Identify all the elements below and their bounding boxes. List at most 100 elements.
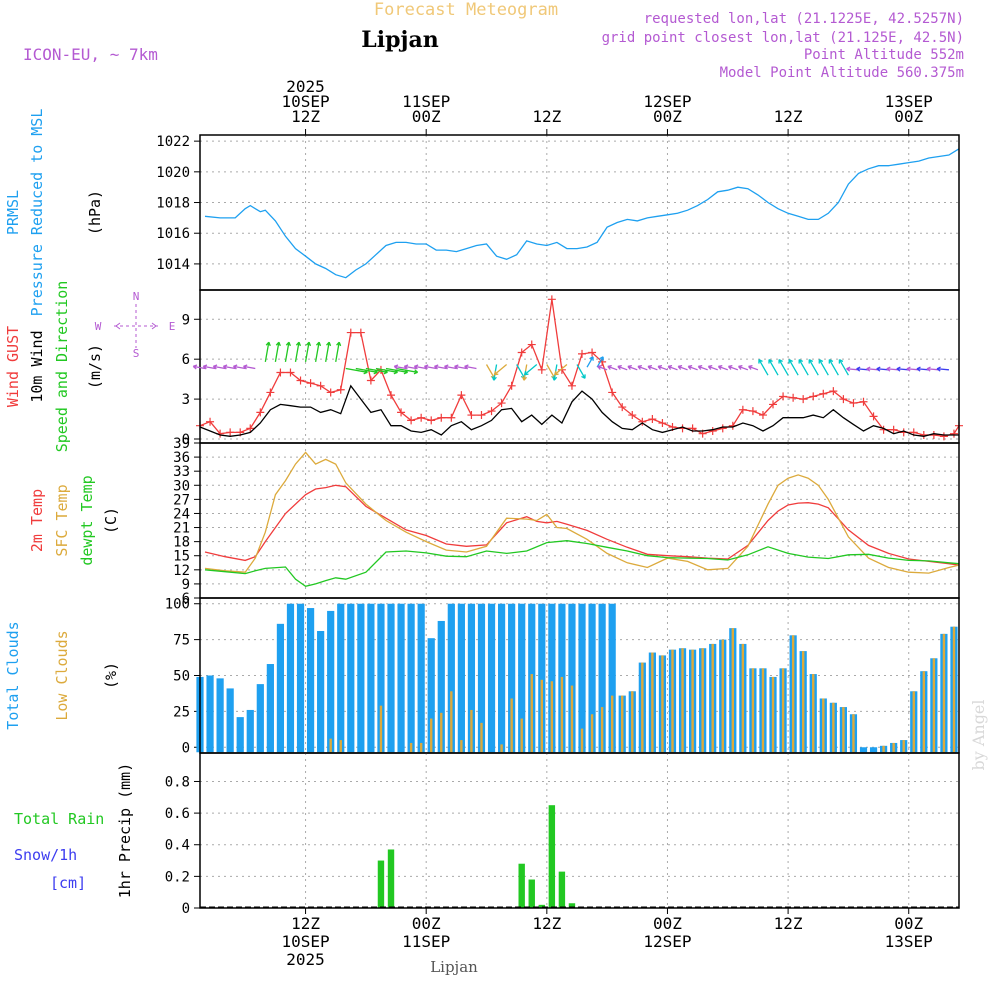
low-cloud-bar	[450, 691, 453, 753]
gust-marker	[507, 381, 516, 390]
wind-arrow-icon	[284, 341, 291, 362]
rain-bar	[377, 860, 385, 908]
unit-label: (C)	[102, 507, 120, 534]
low-cloud-bar	[430, 718, 433, 753]
location-name: Lipjan	[361, 27, 438, 53]
total-cloud-bar	[417, 603, 425, 753]
gust-marker	[819, 389, 828, 398]
total-cloud-bar	[327, 610, 335, 753]
wind-arrow-icon	[896, 366, 909, 372]
compass-east: E	[169, 320, 176, 333]
low-cloud-bar	[600, 707, 604, 753]
total-cloud-bar	[387, 603, 395, 753]
gust-marker	[758, 411, 767, 420]
bottom-axis-label: 12Z	[532, 914, 561, 933]
gust-marker	[547, 295, 556, 304]
wind-arrow-icon	[838, 358, 849, 376]
y-tick-label: 6	[182, 352, 190, 368]
gust-marker	[387, 391, 396, 400]
gust-marker	[648, 415, 657, 424]
total-cloud-bar	[497, 603, 506, 753]
low-cloud-bar	[339, 740, 342, 753]
y-tick-label: 6	[182, 591, 190, 607]
low-cloud-bar	[590, 714, 594, 753]
panel-label: Wind GUST	[4, 326, 22, 407]
gust-marker	[457, 391, 466, 400]
low-cloud-bar	[550, 681, 554, 753]
wind-arrow-icon	[294, 341, 302, 362]
gust-marker	[316, 381, 325, 390]
panel-frame	[199, 289, 960, 444]
low-cloud-bar	[329, 738, 332, 753]
low-cloud-bar	[842, 707, 845, 753]
low-cloud-bar	[500, 744, 503, 753]
gust-marker	[578, 349, 587, 358]
gust-marker	[286, 368, 295, 377]
point-altitude: Point Altitude 552m	[804, 47, 964, 63]
wind-arrow-icon	[647, 365, 658, 371]
bottom-axis-label: 12Z	[291, 914, 320, 933]
gust-marker	[356, 328, 365, 337]
y-tick-label: 27	[173, 492, 190, 508]
low-cloud-bar	[832, 702, 835, 753]
bottom-axis-label: 00Z	[412, 914, 441, 933]
y-tick-label: 0	[182, 432, 190, 448]
wind-arrow-icon	[866, 366, 879, 372]
wind-arrow-icon	[597, 365, 608, 371]
wind-arrow-icon	[304, 341, 312, 362]
gust-marker	[477, 411, 486, 420]
total-cloud-bar	[286, 603, 295, 753]
y-tick-label: 18	[173, 535, 190, 551]
bottom-axis-label: 00Z	[894, 914, 923, 933]
total-cloud-bar	[548, 603, 556, 753]
low-cloud-bar	[610, 695, 614, 753]
top-axis-label: 00Z	[894, 107, 923, 126]
total-cloud-bar	[347, 603, 355, 753]
y-tick-label: 36	[173, 450, 190, 466]
rain-bar	[538, 904, 546, 908]
panel-label: 2m Temp	[28, 489, 46, 552]
series-line-sfc-temp	[204, 451, 960, 574]
model-altitude: Model Point Altitude 560.375m	[720, 65, 964, 81]
total-cloud-bar	[487, 603, 496, 753]
grid-point-coords: grid point closest lon,lat (21.125E, 42.…	[602, 30, 964, 46]
wind-arrow-icon	[758, 358, 769, 376]
total-cloud-bar	[477, 603, 486, 753]
y-tick-label: 39	[173, 436, 190, 452]
y-tick-label: 9	[182, 312, 190, 328]
y-tick-label: 75	[173, 633, 190, 649]
panel-2: 0 3 6 9 Wind GUST 10m Wind Speed and Direction…	[4, 281, 963, 452]
gust-marker	[789, 393, 798, 402]
wind-arrow-icon	[637, 365, 648, 371]
series-line-2m-temp	[204, 484, 960, 566]
low-cloud-bar	[711, 643, 714, 753]
panel-4: 0 25 50 75 100 Total Clouds Low Clouds (%)	[4, 597, 960, 756]
gust-marker	[859, 397, 868, 406]
wind-arrow-icon	[403, 364, 417, 370]
panel-frame	[199, 134, 960, 291]
panel-label: 10m Wind	[28, 330, 46, 402]
y-tick-label: 0.8	[165, 774, 190, 790]
y-tick-label: 0	[182, 740, 190, 756]
compass-arrows	[115, 322, 157, 330]
low-cloud-bar	[822, 698, 825, 753]
gust-marker	[779, 392, 788, 401]
wind-arrow-icon	[677, 365, 688, 371]
total-cloud-bar	[296, 603, 305, 753]
gust-marker	[889, 425, 898, 434]
series-line-dewpt-temp	[204, 540, 960, 588]
unit-label: 1hr Precip (mm)	[116, 763, 134, 898]
gust-marker	[557, 365, 566, 374]
total-cloud-bar	[869, 747, 878, 753]
total-cloud-bar	[427, 638, 435, 753]
gust-marker	[829, 387, 838, 396]
wind-arrow-icon	[687, 365, 698, 371]
wind-arrow-icon	[413, 364, 427, 370]
rain-bar	[558, 871, 566, 908]
total-cloud-bar	[588, 603, 596, 753]
wind-arrow-icon	[192, 364, 206, 370]
wind-arrow-icon	[707, 365, 718, 371]
wind-arrow-icon	[335, 341, 342, 362]
low-cloud-bar	[812, 674, 815, 753]
